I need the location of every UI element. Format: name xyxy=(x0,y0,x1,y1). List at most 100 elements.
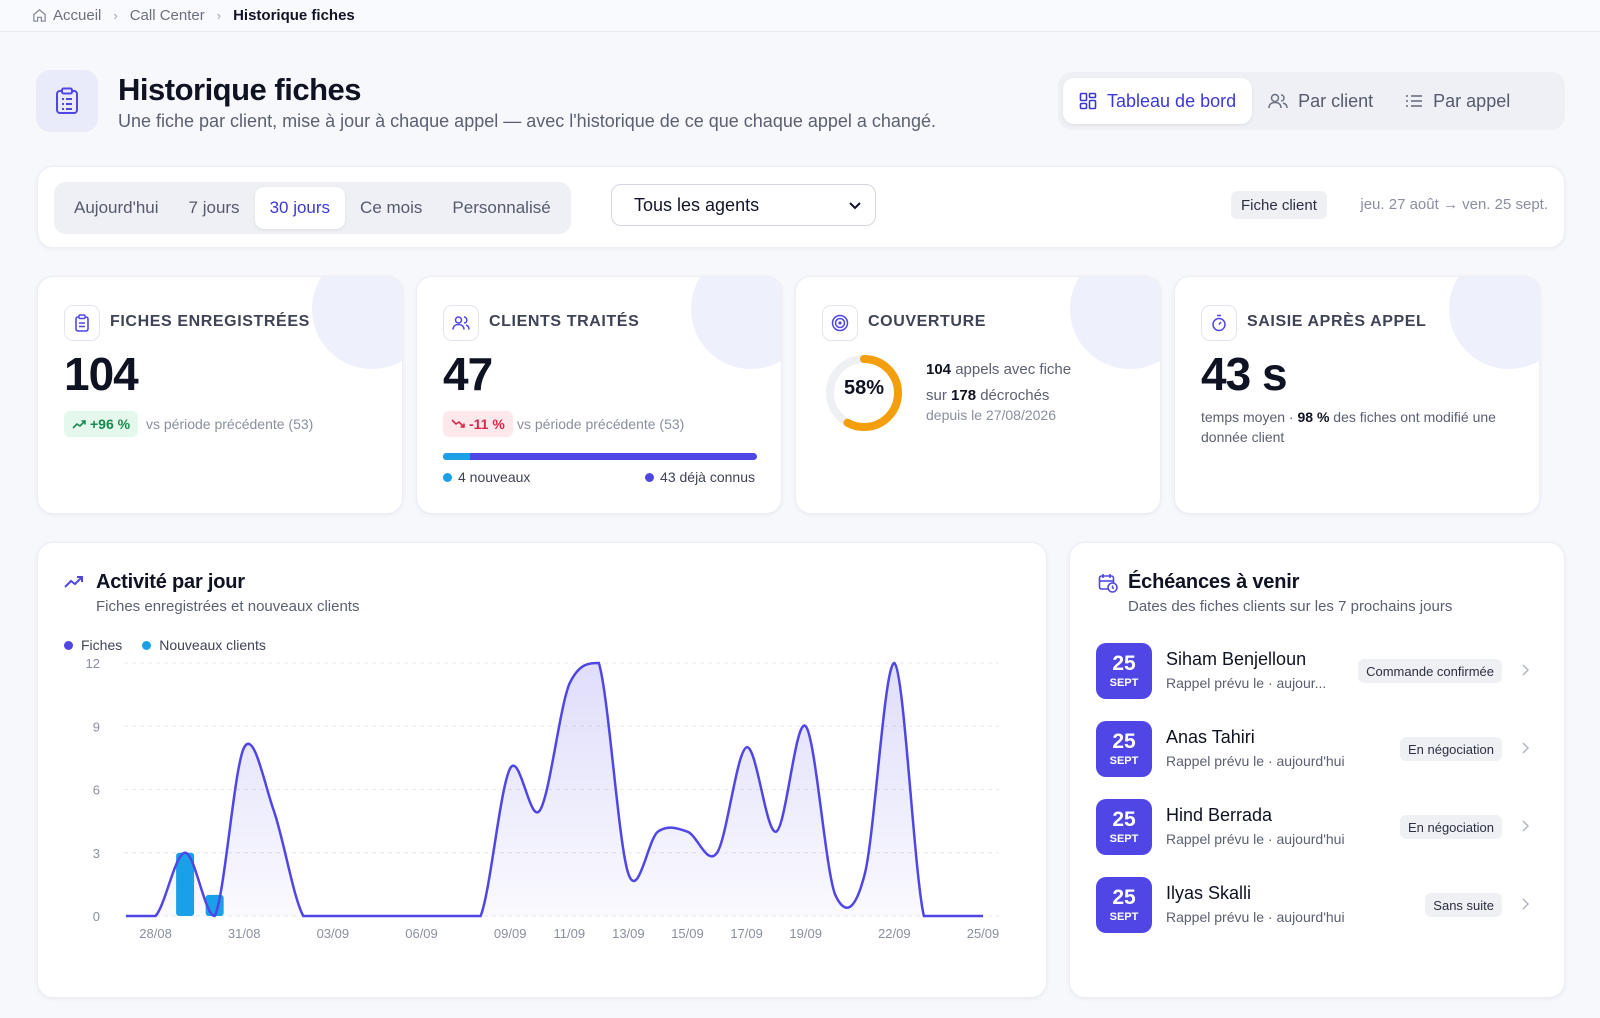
deadline-item[interactable]: 25 SEPT Anas Tahiri Rappel prévu le · auj… xyxy=(1096,721,1530,779)
breadcrumb-section[interactable]: Call Center xyxy=(129,7,205,24)
sur-text: sur xyxy=(926,387,947,404)
x-tick-label: 31/08 xyxy=(228,926,261,941)
date-month: SEPT xyxy=(1109,755,1139,767)
list-icon xyxy=(1406,95,1423,107)
period-this-month[interactable]: Ce mois xyxy=(360,198,423,217)
period-today[interactable]: Aujourd'hui xyxy=(74,198,159,217)
agent-select[interactable]: Tous les agents xyxy=(611,184,876,226)
legend-new-label: 4 nouveaux xyxy=(458,469,531,485)
activity-title: Activité par jour xyxy=(96,571,245,593)
chevron-right-icon: › xyxy=(113,8,118,23)
saisie-subtext: temps moyen · 98 % des fiches ont modifi… xyxy=(1201,407,1511,447)
y-tick-label: 6 xyxy=(93,783,100,798)
date-badge: 25 SEPT xyxy=(1096,877,1152,933)
legend-item-new-clients[interactable]: Nouveaux clients xyxy=(142,637,266,653)
view-tabs: Tableau de bord Par client Par appel xyxy=(1058,72,1565,130)
y-tick-label: 0 xyxy=(93,909,100,924)
clipboard-icon xyxy=(64,305,100,341)
legend-dot xyxy=(64,640,73,650)
x-tick-label: 28/08 xyxy=(139,926,172,941)
date-month: SEPT xyxy=(1109,911,1139,923)
legend-label: Fiches xyxy=(81,637,123,653)
chevron-right-icon xyxy=(1522,742,1530,754)
breadcrumb-home[interactable]: Accueil xyxy=(53,7,102,24)
answered-calls: 178 xyxy=(951,387,977,404)
period-custom[interactable]: Personnalisé xyxy=(452,198,551,217)
deadline-item[interactable]: 25 SEPT Ilyas Skalli Rappel prévu le · au… xyxy=(1096,877,1530,935)
legend-label: Nouveaux clients xyxy=(159,637,266,653)
x-tick-label: 06/09 xyxy=(405,926,438,941)
chevron-right-icon xyxy=(1522,898,1530,910)
activity-chart: 0 3 6 9 12 28/08 31/08 03/09 06/09 09/09 11/09 13/0… xyxy=(86,656,1000,941)
kpi-card-saisie: SAISIE APRÈS APPEL 43 s temps moyen · 98… xyxy=(1174,276,1540,514)
kpi-title: COUVERTURE xyxy=(868,313,987,330)
answered-text: décrochés xyxy=(980,387,1050,404)
agent-select-value: Tous les agents xyxy=(634,194,760,215)
users-icon xyxy=(443,305,479,341)
date-range: jeu. 27 août → ven. 25 sept. xyxy=(1360,196,1548,213)
trend-value: +96 % xyxy=(90,416,131,432)
status-badge: Sans suite xyxy=(1425,893,1502,917)
gauge-arc xyxy=(826,355,902,431)
users-icon xyxy=(1268,93,1288,109)
date-day: 25 xyxy=(1112,730,1136,753)
kpi-title: CLIENTS TRAITÉS xyxy=(489,313,640,330)
stopwatch-icon xyxy=(1201,305,1237,341)
status-badge: En négociation xyxy=(1399,737,1502,761)
decorative-blob xyxy=(691,277,781,369)
chevron-right-icon xyxy=(1522,820,1530,832)
filter-bar: Aujourd'hui 7 jours 30 jours Ce mois Per… xyxy=(37,166,1565,248)
period-7-days[interactable]: 7 jours xyxy=(188,198,240,217)
kpi-value: 43 s xyxy=(1201,348,1288,400)
deadline-subtext: Rappel prévu le · aujourd'hui xyxy=(1166,909,1345,925)
legend-item-fiches[interactable]: Fiches xyxy=(64,637,122,653)
deadlines-title: Échéances à venir xyxy=(1128,571,1300,593)
home-icon[interactable] xyxy=(32,8,47,23)
new-clients-segment xyxy=(443,453,470,460)
date-day: 25 xyxy=(1112,652,1136,675)
avg-text: temps moyen · xyxy=(1201,409,1294,425)
deadline-item[interactable]: 25 SEPT Hind Berrada Rappel prévu le · au… xyxy=(1096,799,1530,857)
period-30-days[interactable]: 30 jours xyxy=(254,187,346,229)
deadlines-subtitle: Dates des fiches clients sur les 7 proch… xyxy=(1128,598,1453,615)
tab-dashboard[interactable]: Tableau de bord xyxy=(1063,78,1253,124)
date-badge: 25 SEPT xyxy=(1096,643,1152,699)
tab-par-client[interactable]: Par client xyxy=(1252,78,1389,124)
legend-new-clients: 4 nouveaux xyxy=(443,469,530,485)
trend-value: -11 % xyxy=(469,416,505,432)
date-day: 25 xyxy=(1112,886,1136,909)
y-tick-label: 9 xyxy=(93,719,100,734)
deadline-item[interactable]: 25 SEPT Siham Benjelloun Rappel prévu le … xyxy=(1096,643,1530,701)
deadline-subtext: Rappel prévu le · aujourd'hui xyxy=(1166,753,1345,769)
legend-known-label: 43 déjà connus xyxy=(660,469,755,485)
fiche-client-badge: Fiche client xyxy=(1231,191,1327,219)
chevron-right-icon xyxy=(1522,664,1530,676)
x-tick-label: 13/09 xyxy=(612,926,645,941)
date-month: SEPT xyxy=(1109,833,1139,845)
tab-dashboard-label: Tableau de bord xyxy=(1107,90,1237,111)
breadcrumb: Accueil › Call Center › Historique fiche… xyxy=(0,0,1600,32)
page-subtitle: Une fiche par client, mise à jour à chaq… xyxy=(118,111,936,131)
coverage-percent: 58% xyxy=(843,377,885,399)
kpi-value: 104 xyxy=(64,348,139,400)
client-name: Anas Tahiri xyxy=(1166,727,1255,747)
decorative-blob xyxy=(1449,277,1539,369)
chart-legend: Fiches Nouveaux clients xyxy=(64,637,266,653)
trending-down-icon xyxy=(451,419,465,428)
legend-known-clients: 43 déjà connus xyxy=(645,469,755,485)
deadline-subtext: Rappel prévu le · aujour... xyxy=(1166,675,1327,691)
status-badge: En négociation xyxy=(1399,815,1502,839)
dashboard-grid-icon xyxy=(1079,92,1097,110)
target-icon xyxy=(822,305,858,341)
kpi-value: 47 xyxy=(443,348,493,400)
date-month: SEPT xyxy=(1109,677,1139,689)
fiches-line xyxy=(126,661,983,918)
kpi-card-clients: CLIENTS TRAITÉS 47 -11 % vs période préc… xyxy=(416,276,782,514)
tab-par-appel[interactable]: Par appel xyxy=(1389,78,1526,124)
modified-text: des fiches ont modifié une donnée client xyxy=(1201,409,1496,445)
trending-up-icon xyxy=(72,420,86,429)
decorative-blob xyxy=(312,277,402,369)
y-tick-label: 3 xyxy=(93,846,100,861)
breadcrumb-current: Historique fiches xyxy=(233,7,355,24)
client-name: Ilyas Skalli xyxy=(1166,883,1252,903)
